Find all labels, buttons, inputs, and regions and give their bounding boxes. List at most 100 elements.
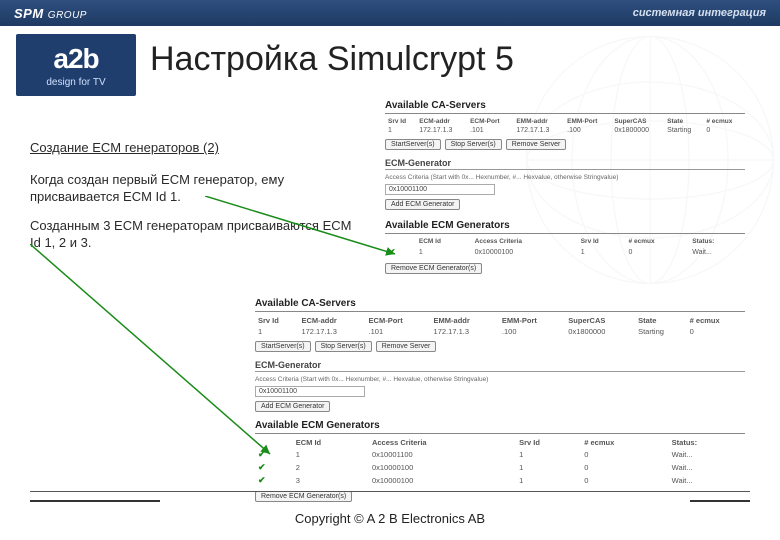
- td: 1: [385, 126, 416, 135]
- ca-servers-heading: Available CA-Servers: [385, 100, 745, 114]
- th: ECM-Port: [467, 117, 513, 126]
- spm-logo: SPM GROUP: [14, 6, 87, 21]
- check-icon: ✔: [258, 475, 268, 485]
- spm-brand-suffix: GROUP: [48, 10, 87, 21]
- td: Wait...: [669, 461, 745, 474]
- td: 0x10000100: [369, 474, 516, 487]
- a2b-tagline: design for TV: [46, 77, 105, 88]
- th: EMM-addr: [431, 315, 499, 326]
- th: SuperCAS: [565, 315, 635, 326]
- td: 1: [578, 246, 626, 259]
- td: 0x1800000: [565, 326, 635, 337]
- available-ecm-generators-heading: Available ECM Generators: [385, 220, 745, 234]
- topbar-right-text: системная интеграция: [633, 7, 766, 19]
- td: Starting: [635, 326, 687, 337]
- td: 3: [293, 474, 369, 487]
- paragraph-1: Когда создан первый ECM генератор, ему п…: [30, 172, 360, 206]
- a2b-logo: a2b design for TV: [16, 34, 136, 96]
- th: ECM-addr: [416, 117, 467, 126]
- td: Starting: [664, 126, 703, 135]
- top-bar: SPM GROUP системная интеграция: [0, 0, 780, 26]
- stop-server-button[interactable]: Stop Server(s): [445, 139, 502, 150]
- a2b-logo-text: a2b: [53, 43, 98, 75]
- table-row: ✔ 1 0x10001100 1 0 Wait...: [255, 448, 745, 461]
- remove-server-button[interactable]: Remove Server: [506, 139, 567, 150]
- ca-servers-heading: Available CA-Servers: [255, 298, 745, 312]
- access-criteria-input[interactable]: 0x10001100: [385, 184, 495, 195]
- page-title: Настройка Simulcrypt 5: [150, 40, 514, 79]
- th: EMM-Port: [499, 315, 565, 326]
- ecm-generator-heading: ECM-Generator: [385, 158, 745, 170]
- remove-server-button[interactable]: Remove Server: [376, 341, 437, 352]
- spm-brand: SPM: [14, 6, 44, 21]
- td: 1: [255, 326, 298, 337]
- th: State: [664, 117, 703, 126]
- table-row: ✔ 3 0x10000100 1 0 Wait...: [255, 474, 745, 487]
- td: 172.17.1.3: [416, 126, 467, 135]
- th: EMM-addr: [513, 117, 564, 126]
- check-icon: ✔: [258, 449, 268, 459]
- stop-server-button[interactable]: Stop Server(s): [315, 341, 372, 352]
- subheading: Создание ECM генераторов (2): [30, 140, 360, 155]
- arrow-icon: [30, 244, 280, 469]
- th: # ecmux: [703, 117, 745, 126]
- td: .100: [564, 126, 611, 135]
- td: 0: [626, 246, 690, 259]
- td: 1: [516, 474, 581, 487]
- th: # ecmux: [581, 437, 668, 448]
- ecm-generators-table: ECM Id Access Criteria Srv Id # ecmux St…: [255, 437, 745, 487]
- td: 0x10001100: [369, 448, 516, 461]
- start-server-button[interactable]: StartServer(s): [385, 139, 441, 150]
- start-server-button[interactable]: StartServer(s): [255, 341, 311, 352]
- td: 0: [581, 474, 668, 487]
- copyright: Copyright © A 2 B Electronics AB: [0, 511, 780, 526]
- th: Srv Id: [516, 437, 581, 448]
- td: Wait...: [689, 246, 745, 259]
- td: 0: [703, 126, 745, 135]
- table-row: ✔ 1 0x10000100 1 0 Wait...: [385, 246, 745, 259]
- access-criteria-note: Access Criteria (Start with 0x... Hexnum…: [385, 174, 745, 181]
- th: Srv Id: [578, 237, 626, 246]
- divider: [690, 500, 750, 502]
- td: 1: [516, 461, 581, 474]
- ca-servers-table: Srv Id ECM-addr ECM-Port EMM-addr EMM-Po…: [255, 315, 745, 337]
- th: # ecmux: [626, 237, 690, 246]
- td: 0x10000100: [472, 246, 578, 259]
- table-row: 1 172.17.1.3 .101 172.17.1.3 .100 0x1800…: [385, 126, 745, 135]
- check-icon: ✔: [388, 247, 398, 257]
- th: Srv Id: [385, 117, 416, 126]
- td: .101: [366, 326, 431, 337]
- td: .100: [499, 326, 565, 337]
- td: 2: [293, 461, 369, 474]
- access-criteria-note: Access Criteria (Start with 0x... Hexnum…: [255, 376, 745, 383]
- th: State: [635, 315, 687, 326]
- add-ecm-generator-button[interactable]: Add ECM Generator: [385, 199, 460, 210]
- th: SuperCAS: [611, 117, 664, 126]
- table-row: 1 172.17.1.3 .101 172.17.1.3 .100 0x1800…: [255, 326, 745, 337]
- table-row: ✔ 2 0x10000100 1 0 Wait...: [255, 461, 745, 474]
- th: ECM Id: [416, 237, 472, 246]
- td: 0x1800000: [611, 126, 664, 135]
- ca-servers-table: Srv Id ECM-addr ECM-Port EMM-addr EMM-Po…: [385, 117, 745, 135]
- td: 1: [516, 448, 581, 461]
- available-ecm-generators-heading: Available ECM Generators: [255, 420, 745, 434]
- config-panel-bottom: Available CA-Servers Srv Id ECM-addr ECM…: [255, 298, 745, 502]
- add-ecm-generator-button[interactable]: Add ECM Generator: [255, 401, 330, 412]
- remove-ecm-generator-button[interactable]: Remove ECM Generator(s): [385, 263, 482, 274]
- th: EMM-Port: [564, 117, 611, 126]
- td: 1: [293, 448, 369, 461]
- access-criteria-input[interactable]: 0x10001100: [255, 386, 365, 397]
- th: Access Criteria: [369, 437, 516, 448]
- th: Status:: [669, 437, 745, 448]
- th: Status:: [689, 237, 745, 246]
- th: Access Criteria: [472, 237, 578, 246]
- td: 0: [581, 448, 668, 461]
- td: 172.17.1.3: [431, 326, 499, 337]
- ecm-generators-table: ECM Id Access Criteria Srv Id # ecmux St…: [385, 237, 745, 259]
- remove-ecm-generator-button[interactable]: Remove ECM Generator(s): [255, 491, 352, 502]
- divider: [30, 491, 750, 492]
- td: 172.17.1.3: [298, 326, 365, 337]
- td: 172.17.1.3: [513, 126, 564, 135]
- th: # ecmux: [687, 315, 745, 326]
- th: ECM-addr: [298, 315, 365, 326]
